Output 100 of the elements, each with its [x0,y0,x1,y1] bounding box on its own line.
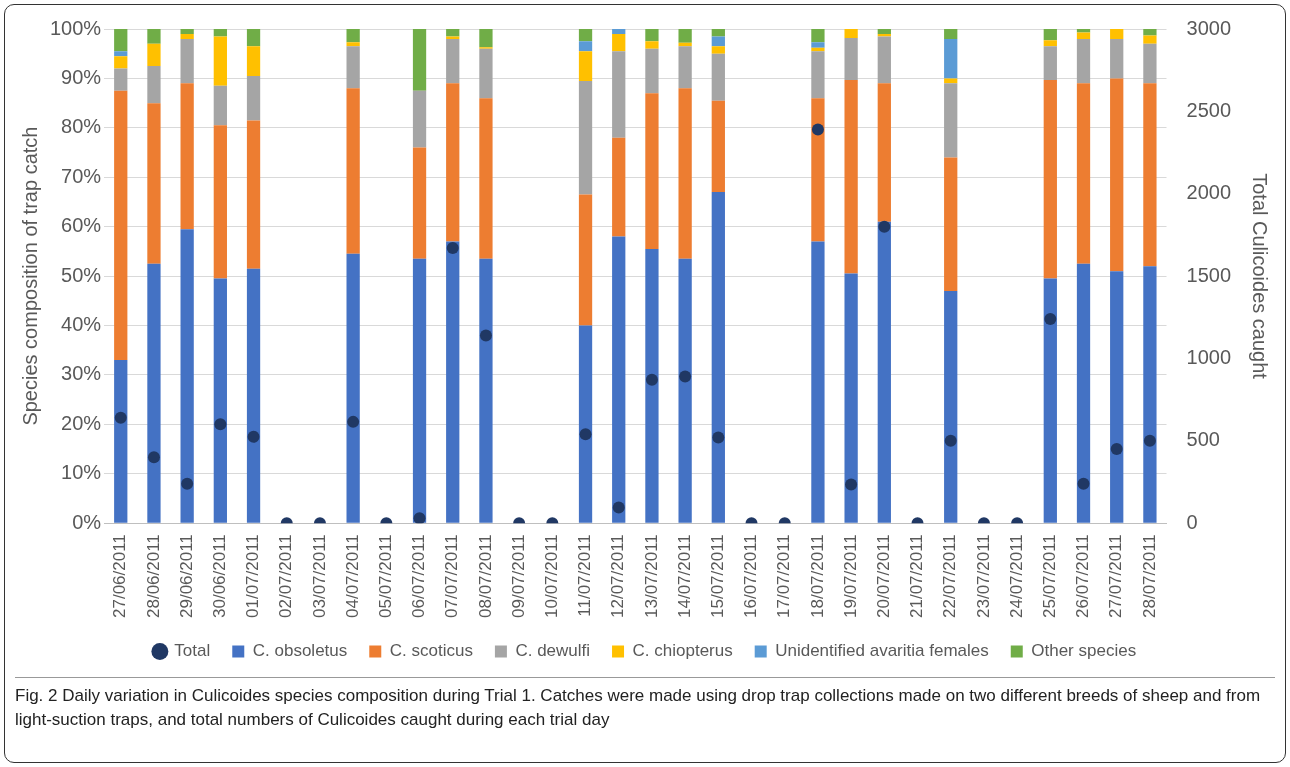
point [114,411,127,424]
bar [246,120,261,269]
bar [446,241,460,523]
point [214,418,227,431]
point [479,329,492,342]
point [347,415,360,428]
bar [678,29,692,43]
point [878,220,891,233]
point [679,370,692,383]
bar [844,37,858,80]
bar [612,51,626,138]
x-tick-label: 17/07/2011 [774,534,794,619]
bar [412,90,427,148]
bar [479,48,493,99]
bar [612,33,626,52]
bar [645,48,659,94]
point [147,451,160,464]
bar [678,258,692,523]
bar [213,125,227,279]
bar [578,80,593,195]
bar [180,29,194,34]
bar [844,29,858,38]
x-tick-label: 01/07/2011 [243,534,263,619]
x-tick-label: 03/07/2011 [309,534,329,619]
bar [147,263,161,523]
bar [678,42,692,47]
bar [612,137,626,237]
point [446,242,459,255]
x-tick-label: 07/07/2011 [442,534,462,619]
bar [612,236,626,523]
bar [811,241,825,523]
x-tick-label: 08/07/2011 [475,534,495,619]
bar [1143,35,1157,44]
legend-label: Unidentified avaritia females [775,641,989,661]
y-tick-label: 10% [61,461,102,484]
x-tick-label: 10/07/2011 [542,534,562,619]
bar [147,43,161,67]
y-tick-label: 20% [61,411,102,434]
bar [479,98,493,259]
bar [246,29,261,47]
bar [114,51,128,57]
bar [811,29,825,43]
point [579,428,592,441]
point [811,123,824,136]
bar [1043,278,1057,523]
bar [944,157,958,291]
bar [678,88,692,259]
y-tick-label: 60% [61,214,102,237]
bar [180,83,194,230]
x-tick-label: 20/07/2011 [874,534,894,619]
bar [346,42,360,47]
bar [844,273,858,523]
y2-tick-label: 2000 [1186,181,1232,204]
x-tick-label: 30/06/2011 [210,534,230,619]
y2-tick-label: 0 [1186,510,1198,533]
y2-tick-label: 2500 [1186,98,1232,121]
point [645,373,658,386]
x-tick-label: 25/07/2011 [1040,534,1059,619]
bar [1043,46,1057,80]
y-axis-title: Species composition of trap catch [18,126,41,426]
legend-label: C. scoticus [389,641,473,661]
point [612,501,625,514]
x-tick-label: 27/06/2011 [110,534,130,619]
legend-label: C. dewulfi [515,641,591,661]
bar [811,51,825,99]
point [845,478,858,491]
bar [1043,79,1057,279]
bar [1143,83,1157,267]
bar [711,36,725,47]
bar [944,83,958,158]
point [1044,312,1057,325]
bar [645,41,659,49]
bar [479,29,493,48]
bar [645,29,659,42]
bar [711,29,725,37]
bar [114,360,128,523]
bar [811,42,825,48]
bar [1110,29,1124,39]
bar [446,36,460,39]
y2-tick-label: 3000 [1186,16,1232,39]
x-tick-label: 26/07/2011 [1073,534,1093,619]
bar [578,194,593,326]
bar [213,278,227,523]
x-tick-label: 15/07/2011 [708,534,728,619]
bar [1043,29,1057,41]
bar [811,98,825,242]
x-tick-label: 28/06/2011 [143,534,163,619]
bar [1076,32,1091,39]
caption: Fig. 2 Daily variation in Culicoides species composition during Trial 1. Catches were made using drop trap collections made on two different breeds of sheep and from light-suction traps, and total numbers of Culicoides caught during each trial day [15,685,1262,731]
y-tick-label: 30% [61,362,102,385]
x-tick-label: 12/07/2011 [608,534,628,619]
x-tick-label: 05/07/2011 [376,534,396,619]
y2-tick-label: 500 [1186,428,1220,451]
bar [114,29,128,52]
legend-label: C. chiopterus [632,641,733,661]
x-tick-label: 09/07/2011 [508,534,528,619]
bar [213,85,227,126]
bar [711,192,725,523]
bar [645,93,659,249]
bar [1076,263,1091,523]
